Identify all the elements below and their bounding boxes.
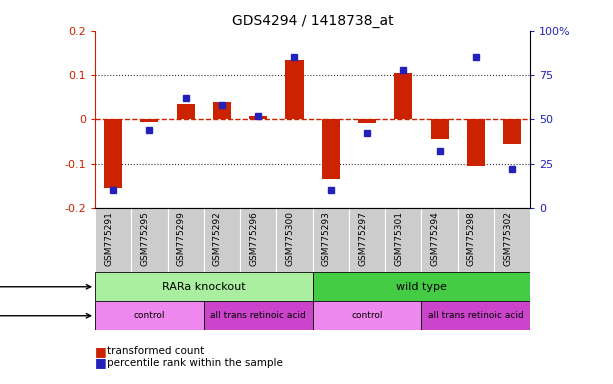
Text: agent: agent — [0, 311, 91, 321]
Bar — [394, 73, 413, 119]
Text: GSM775292: GSM775292 — [213, 211, 222, 266]
Text: RARa knockout: RARa knockout — [162, 282, 246, 292]
Text: GSM775301: GSM775301 — [394, 211, 403, 266]
Text: all trans retinoic acid: all trans retinoic acid — [210, 311, 306, 320]
Bar — [286, 60, 303, 119]
FancyBboxPatch shape — [385, 208, 421, 272]
FancyBboxPatch shape — [167, 208, 204, 272]
Text: GSM775300: GSM775300 — [286, 211, 294, 266]
Bar — [104, 119, 122, 188]
FancyBboxPatch shape — [349, 208, 385, 272]
FancyBboxPatch shape — [313, 301, 422, 330]
Bar — [213, 103, 231, 119]
FancyBboxPatch shape — [313, 272, 530, 301]
FancyBboxPatch shape — [131, 208, 167, 272]
Text: all trans retinoic acid: all trans retinoic acid — [428, 311, 524, 320]
FancyBboxPatch shape — [95, 301, 204, 330]
Title: GDS4294 / 1418738_at: GDS4294 / 1418738_at — [232, 14, 394, 28]
Text: percentile rank within the sample: percentile rank within the sample — [107, 358, 283, 368]
FancyBboxPatch shape — [276, 208, 313, 272]
Text: ■: ■ — [95, 356, 107, 369]
FancyBboxPatch shape — [95, 208, 131, 272]
Bar — [177, 104, 195, 119]
Text: control: control — [351, 311, 383, 320]
FancyBboxPatch shape — [422, 301, 530, 330]
Text: GSM775291: GSM775291 — [104, 211, 113, 266]
Text: wild type: wild type — [396, 282, 447, 292]
Text: transformed count: transformed count — [107, 346, 205, 356]
FancyBboxPatch shape — [204, 301, 313, 330]
Text: GSM775302: GSM775302 — [503, 211, 512, 266]
FancyBboxPatch shape — [458, 208, 494, 272]
Text: GSM775294: GSM775294 — [430, 211, 440, 266]
Text: GSM775293: GSM775293 — [322, 211, 331, 266]
FancyBboxPatch shape — [422, 208, 458, 272]
Bar — [249, 116, 267, 119]
Bar — [466, 119, 485, 166]
Text: ■: ■ — [95, 345, 107, 358]
FancyBboxPatch shape — [204, 208, 240, 272]
Text: GSM775299: GSM775299 — [177, 211, 186, 266]
FancyBboxPatch shape — [313, 208, 349, 272]
Bar — [140, 119, 159, 121]
Text: GSM775296: GSM775296 — [249, 211, 258, 266]
Bar — [322, 119, 340, 179]
Text: genotype/variation: genotype/variation — [0, 282, 91, 292]
Text: GSM775298: GSM775298 — [467, 211, 476, 266]
Text: control: control — [134, 311, 165, 320]
Text: GSM775295: GSM775295 — [140, 211, 150, 266]
Bar — [430, 119, 449, 139]
FancyBboxPatch shape — [494, 208, 530, 272]
Bar — [503, 119, 521, 144]
FancyBboxPatch shape — [95, 272, 313, 301]
Text: GSM775297: GSM775297 — [358, 211, 367, 266]
Bar — [358, 119, 376, 123]
FancyBboxPatch shape — [240, 208, 276, 272]
